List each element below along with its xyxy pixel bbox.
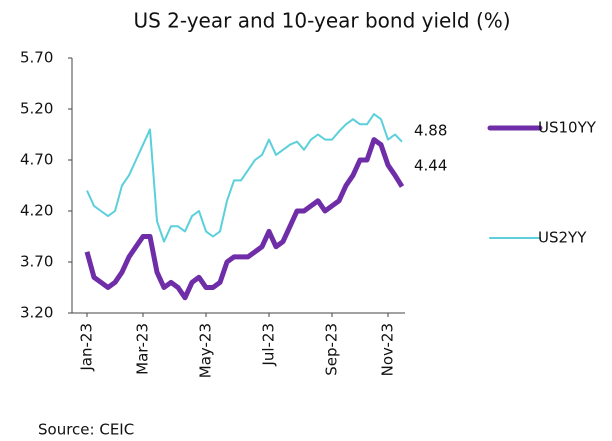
x-tick-label: Nov-23 [379, 323, 397, 376]
series-line [84, 137, 405, 301]
x-tick-label: Mar-23 [134, 323, 152, 375]
x-tick-label: May-23 [197, 323, 215, 378]
end-value-label: 4.88 [414, 122, 447, 140]
source-note: Source: CEIC [38, 421, 134, 439]
end-value-label: 4.44 [414, 157, 447, 175]
y-tick-label: 3.20 [20, 304, 53, 322]
series-line [86, 113, 403, 243]
y-tick-label: 5.20 [20, 100, 53, 118]
y-tick-label: 5.70 [20, 49, 53, 67]
x-tick-label: Sep-23 [323, 323, 341, 376]
x-tick-label: Jan-23 [78, 323, 96, 372]
x-tick-label: Jul-23 [260, 323, 278, 367]
legend-label: US2YY [538, 229, 587, 247]
y-tick-label: 4.70 [20, 151, 53, 169]
chart-title: US 2-year and 10-year bond yield (%) [133, 9, 510, 33]
y-tick-label: 4.20 [20, 202, 53, 220]
legend-label: US10YY [538, 119, 597, 137]
y-tick-label: 3.70 [20, 253, 53, 271]
